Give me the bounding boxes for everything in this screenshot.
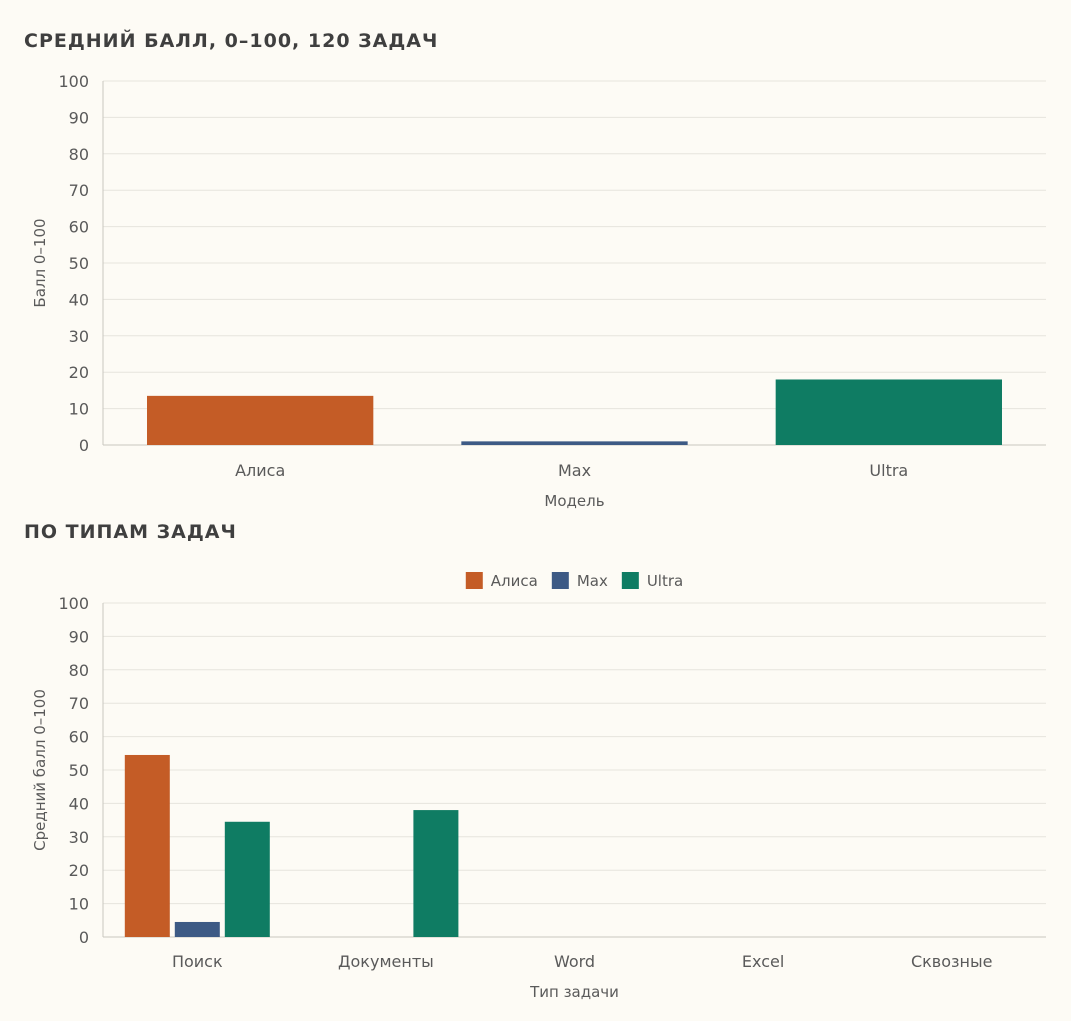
chart1-y-tick-label: 20 [69, 363, 89, 382]
chart2-x-tick-label: Excel [742, 952, 784, 971]
chart1-y-tick-label: 30 [69, 327, 89, 346]
chart2-y-tick-label: 0 [79, 928, 89, 947]
chart1-y-tick-label: 100 [58, 72, 89, 91]
bar-поиск-ultra [224, 821, 270, 937]
chart2-y-tick-label: 60 [69, 728, 89, 747]
chart2-y-tick-label: 10 [69, 895, 89, 914]
chart1-y-tick-label: 10 [69, 400, 89, 419]
chart1-y-tick-label: 40 [69, 290, 89, 309]
chart2-title: ПО ТИПАМ ЗАДАЧ [24, 521, 237, 543]
chart2-x-axis-title: Тип задачи [529, 983, 619, 1001]
legend-swatch-max [551, 572, 569, 589]
legend-label-ultra: Ultra [647, 572, 683, 590]
chart2-y-tick-label: 40 [69, 794, 89, 813]
chart2-x-tick-label: Word [554, 952, 595, 971]
chart1-x-tick-label: Алиса [235, 461, 285, 480]
chart2-y-tick-label: 50 [69, 761, 89, 780]
legend-swatch-ultra [621, 572, 639, 589]
chart2-y-tick-label: 20 [69, 861, 89, 880]
legend-swatch-алиса [465, 572, 483, 589]
bar-поиск-max [174, 921, 220, 937]
chart2-y-axis-title: Средний балл 0–100 [31, 689, 49, 851]
legend-label-max: Max [577, 572, 608, 590]
bar-документы-ultra [413, 810, 459, 937]
chart2-x-tick-label: Документы [338, 952, 434, 971]
bar-ultra [775, 379, 1002, 445]
chart1-y-tick-label: 50 [69, 254, 89, 273]
chart1-y-tick-label: 80 [69, 145, 89, 164]
chart2-y-tick-label: 90 [69, 627, 89, 646]
chart2-legend: Алиса Max Ultra [465, 572, 683, 590]
chart1-title: СРЕДНИЙ БАЛЛ, 0–100, 120 ЗАДАЧ [24, 30, 439, 52]
bar-алиса [147, 395, 374, 445]
bar-max [461, 441, 688, 445]
average-score-chart: 0 10 20 30 40 50 60 70 80 90 100 Балл 0–100 Модель Ал… [31, 72, 1046, 510]
chart1-y-tick-label: 90 [69, 108, 89, 127]
chart2-y-tick-label: 80 [69, 661, 89, 680]
chart1-x-axis-title: Модель [544, 492, 604, 510]
chart1-y-axis-title: Балл 0–100 [31, 218, 49, 307]
chart1-y-tick-label: 60 [69, 218, 89, 237]
legend-label-алиса: Алиса [491, 572, 538, 590]
chart2-y-tick-label: 30 [69, 828, 89, 847]
chart2-y-tick-label: 100 [58, 594, 89, 613]
chart1-y-tick-label: 0 [79, 436, 89, 455]
bar-поиск-алиса [124, 754, 170, 937]
chart2-x-tick-label: Сквозные [911, 952, 993, 971]
chart2-x-tick-label: Поиск [172, 952, 223, 971]
chart1-y-tick-label: 70 [69, 181, 89, 200]
chart2-y-tick-label: 70 [69, 694, 89, 713]
chart1-x-tick-label: Max [558, 461, 591, 480]
chart1-x-tick-label: Ultra [869, 461, 908, 480]
